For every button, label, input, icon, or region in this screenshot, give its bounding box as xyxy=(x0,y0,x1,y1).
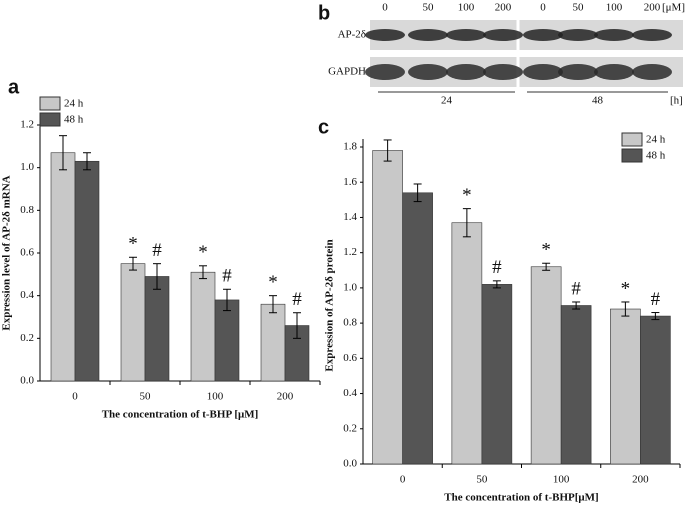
legend-swatch xyxy=(621,148,643,163)
bar xyxy=(214,299,240,382)
x-tick-label: 50 xyxy=(476,474,488,486)
y-tick-label: 1.2 xyxy=(20,119,34,131)
blot-band xyxy=(483,64,523,80)
y-tick-label: 1.4 xyxy=(343,211,357,223)
y-tick-label: 0.4 xyxy=(20,289,34,301)
significance-marker: # xyxy=(571,278,581,299)
significance-marker: * xyxy=(198,242,208,263)
significance-marker: * xyxy=(621,278,631,299)
y-tick-label: 0.2 xyxy=(343,422,357,434)
significance-marker: * xyxy=(462,185,472,206)
blot-band xyxy=(558,64,598,80)
y-tick-label: 1.0 xyxy=(20,161,34,173)
blot-band xyxy=(365,64,405,80)
significance-marker: # xyxy=(292,289,302,310)
x-axis-label: The concentration of t-BHP[μM] xyxy=(444,492,598,504)
group-label: 48 xyxy=(592,95,604,107)
group-unit: [h] xyxy=(670,95,683,107)
y-tick-label: 1.2 xyxy=(343,246,357,258)
blot-band xyxy=(365,29,405,41)
bar xyxy=(50,152,76,382)
bar xyxy=(190,271,216,382)
x-tick-label: 200 xyxy=(277,391,294,403)
blot-band xyxy=(558,29,598,41)
significance-marker: # xyxy=(222,266,232,287)
blot-band xyxy=(408,29,448,41)
legend-label: 48 h xyxy=(64,114,84,126)
bar xyxy=(530,266,562,465)
lane-label: 100 xyxy=(458,2,475,14)
blot-band xyxy=(483,29,523,41)
y-tick-label: 1.8 xyxy=(343,141,357,153)
legend-swatch xyxy=(39,96,61,111)
lane-label: 200 xyxy=(644,2,661,14)
y-tick-label: 0.0 xyxy=(20,375,34,387)
panel-label: c xyxy=(318,116,329,138)
y-tick-label: 0.8 xyxy=(343,317,357,329)
legend-label: 24 h xyxy=(64,98,84,110)
legend-label: 24 h xyxy=(646,134,666,146)
blot-band xyxy=(446,29,486,41)
bar xyxy=(120,263,146,382)
y-tick-label: 0.0 xyxy=(343,458,357,470)
blot-band xyxy=(446,64,486,80)
blot-band xyxy=(632,64,672,80)
blot-band xyxy=(594,64,634,80)
lane-label: 50 xyxy=(573,2,585,14)
bar xyxy=(402,192,433,465)
bar xyxy=(610,308,641,465)
y-tick-label: 0.2 xyxy=(20,332,34,344)
y-tick-label: 0.6 xyxy=(20,247,34,259)
significance-marker: * xyxy=(128,234,138,255)
lane-label: 0 xyxy=(382,2,388,14)
blot-band xyxy=(632,29,672,41)
x-tick-label: 100 xyxy=(207,391,224,403)
x-tick-label: 200 xyxy=(632,474,649,486)
y-tick-label: 1.6 xyxy=(343,176,357,188)
legend-label: 48 h xyxy=(646,150,666,162)
blot-band xyxy=(594,29,634,41)
y-tick-label: 0.4 xyxy=(343,387,357,399)
lane-unit: [μM] xyxy=(662,2,685,14)
x-tick-label: 0 xyxy=(72,391,78,403)
row-label: GAPDH xyxy=(328,66,366,78)
blot-band xyxy=(523,29,563,41)
bar xyxy=(640,315,671,465)
panel-label: b xyxy=(318,2,330,24)
x-tick-label: 0 xyxy=(400,474,406,486)
blot-band xyxy=(408,64,448,80)
significance-marker: # xyxy=(651,289,661,310)
group-label: 24 xyxy=(441,95,453,107)
y-axis-label: Expression level of AP-2δ mRNA xyxy=(1,175,13,330)
row-label: AP-2δ xyxy=(338,29,366,41)
legend-swatch xyxy=(621,132,643,147)
x-tick-label: 100 xyxy=(553,474,570,486)
bar xyxy=(144,276,170,382)
x-axis-label: The concentration of t-BHP [μM] xyxy=(102,409,259,421)
y-tick-label: 1.0 xyxy=(343,281,357,293)
bar xyxy=(481,284,513,465)
y-tick-label: 0.6 xyxy=(343,352,357,364)
y-axis-label: Expression of AP-2δ protein xyxy=(324,239,336,371)
bar xyxy=(451,222,483,465)
x-tick-label: 50 xyxy=(140,391,152,403)
bar xyxy=(74,160,100,382)
lane-label: 50 xyxy=(423,2,435,14)
significance-marker: # xyxy=(492,257,502,278)
bar xyxy=(372,150,403,465)
legend-swatch xyxy=(39,112,61,127)
lane-label: 0 xyxy=(540,2,546,14)
significance-marker: * xyxy=(541,240,551,261)
panel-label: a xyxy=(8,76,20,98)
bar xyxy=(260,303,286,382)
y-tick-label: 0.8 xyxy=(20,204,34,216)
significance-marker: # xyxy=(152,240,162,261)
lane-label: 200 xyxy=(495,2,512,14)
bar xyxy=(560,305,592,465)
significance-marker: * xyxy=(268,272,278,293)
blot-band xyxy=(523,64,563,80)
lane-label: 100 xyxy=(606,2,623,14)
